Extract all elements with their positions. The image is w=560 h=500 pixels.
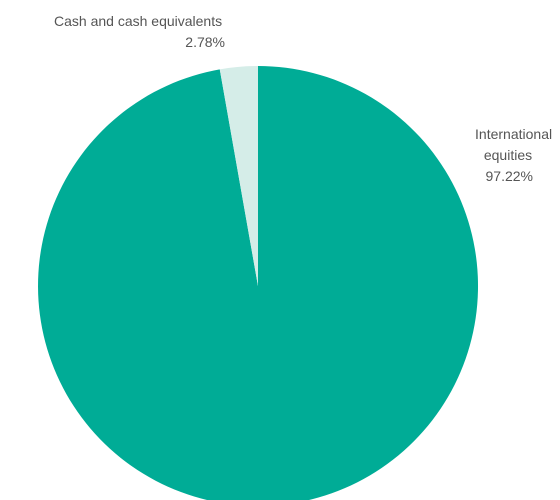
pie-slice-1 xyxy=(219,66,258,286)
slice-0-value-label: 97.22% xyxy=(486,168,533,184)
pie-slices xyxy=(38,66,479,500)
pie-slice-0 xyxy=(38,66,479,500)
slice-0-label-line-1: International xyxy=(475,126,552,142)
slice-1-value-label: 2.78% xyxy=(185,34,225,50)
slice-label-cash-and-cash-equivalents: Cash and cash equivalents 2.78% xyxy=(54,13,226,50)
slice-1-label-line-1: Cash and cash equivalents xyxy=(54,13,222,29)
slice-0-label-line-2: equities xyxy=(484,147,532,163)
slice-label-international-equities: International equities 97.22% xyxy=(475,126,556,184)
